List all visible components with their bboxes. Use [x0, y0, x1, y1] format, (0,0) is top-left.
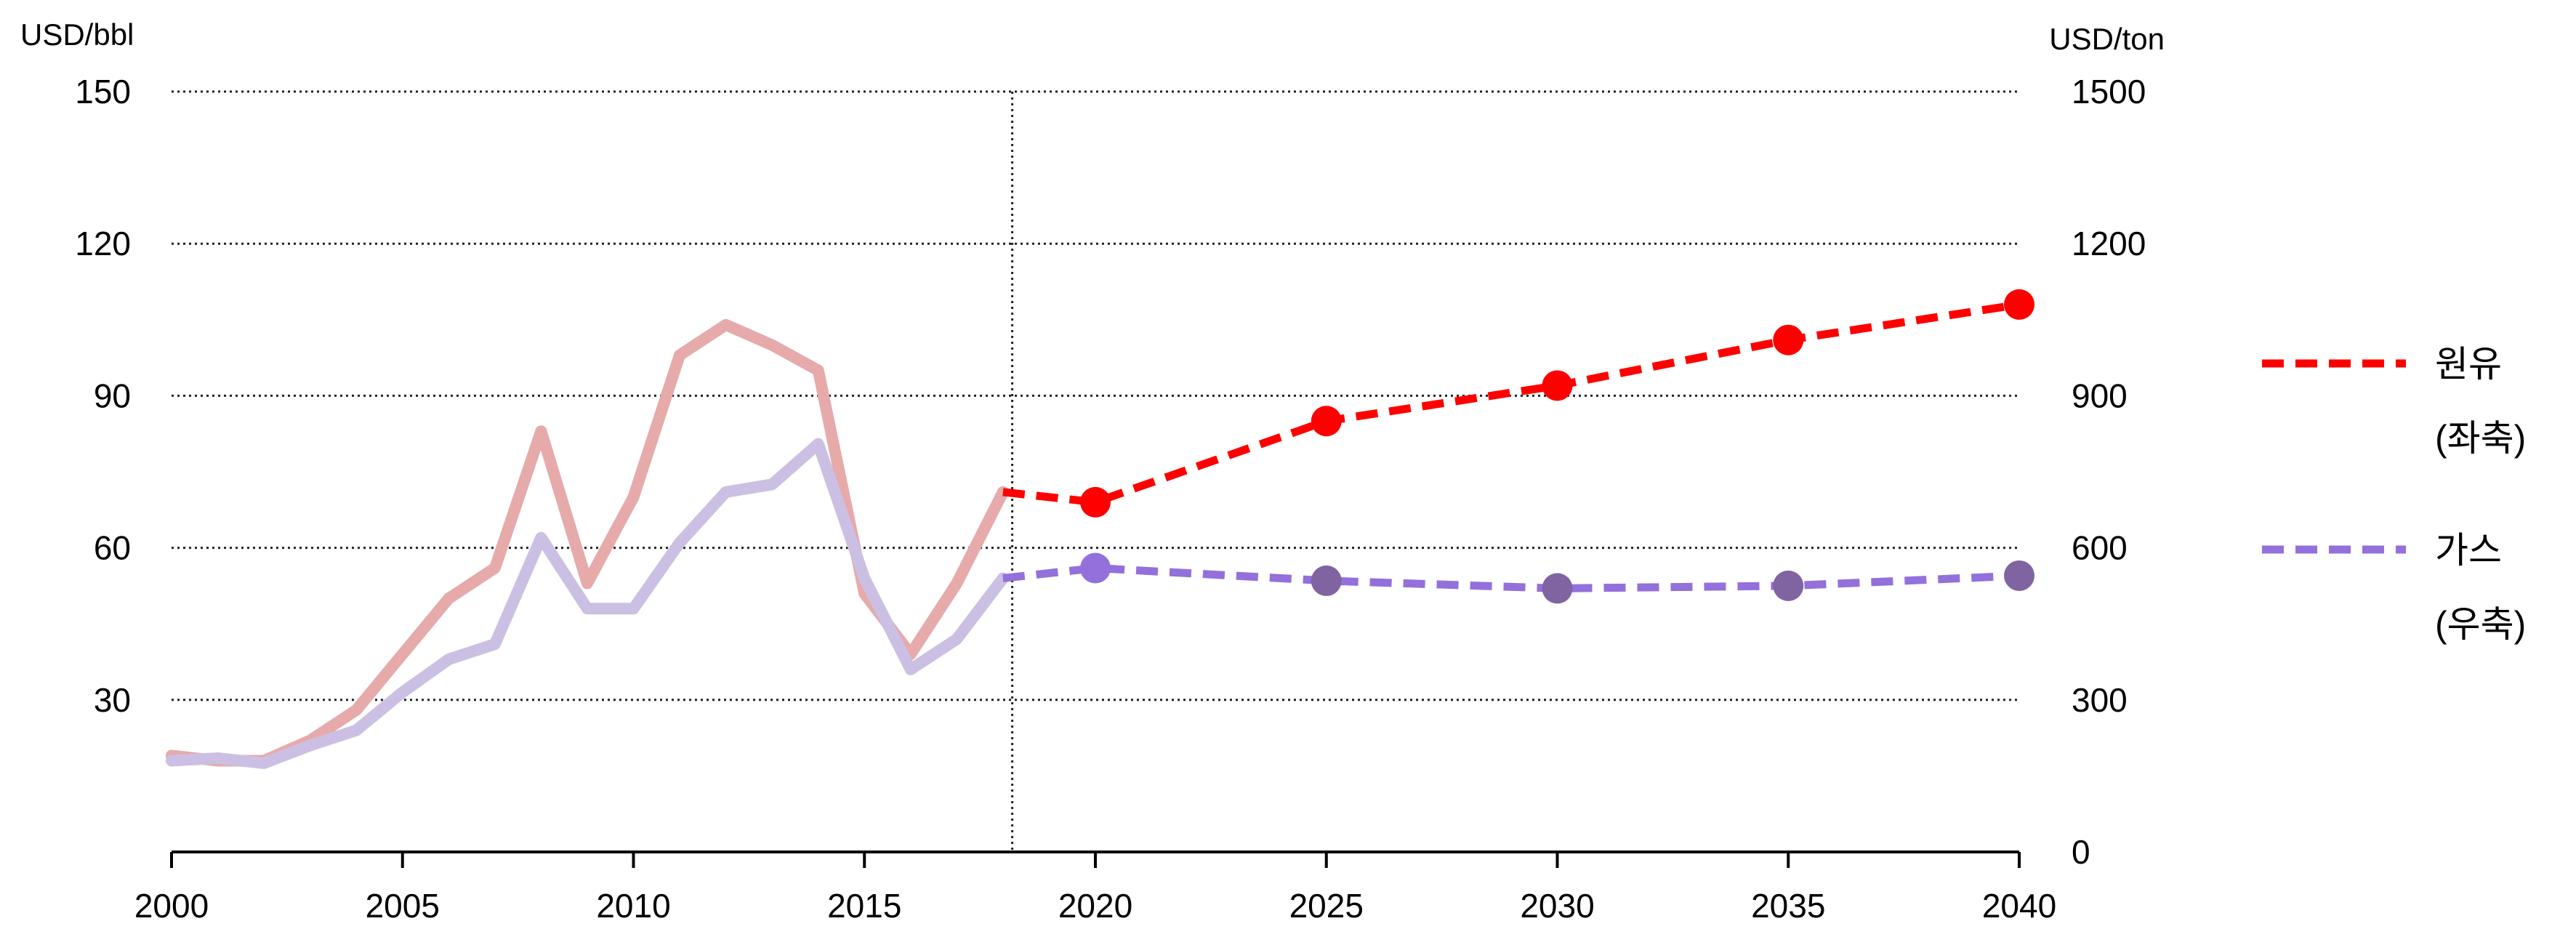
- left-axis-unit: USD/bbl: [20, 17, 134, 52]
- x-tick-label: 2000: [134, 887, 209, 925]
- x-tick-label: 2035: [1751, 887, 1825, 925]
- crude-oil-marker-2025: [1311, 406, 1342, 437]
- right-tick-label: 300: [2072, 681, 2128, 719]
- left-tick-label: 90: [94, 377, 131, 414]
- x-tick-label: 2010: [596, 887, 670, 925]
- series-layer: [166, 300, 2020, 769]
- crude-oil-marker-2030: [1542, 370, 1573, 401]
- right-tick-label: 600: [2072, 529, 2128, 567]
- gas-history-line: [166, 438, 1009, 769]
- crude-oil-history-line: [166, 318, 1009, 767]
- gas-forecast-line: [1002, 563, 2020, 592]
- left-tick-label: 120: [75, 225, 131, 262]
- grid-layer: [172, 90, 2019, 852]
- axis-layer: [170, 850, 2021, 868]
- right-tick-label: 1200: [2072, 225, 2146, 262]
- left-tick-label: 150: [75, 73, 131, 110]
- marker-layer: [1080, 289, 2034, 604]
- legend-layer: 원유 (좌축) 가스 (우축): [2262, 344, 2526, 645]
- crude-oil-forecast-line: [1002, 300, 2020, 507]
- right-tick-label: 0: [2072, 833, 2090, 871]
- right-tick-label: 900: [2072, 377, 2128, 414]
- x-tick-label: 2005: [366, 887, 440, 925]
- gas-marker-2040: [2004, 560, 2034, 591]
- crude-oil-marker-2040: [2004, 289, 2034, 320]
- crude-oil-marker-2035: [1773, 324, 1804, 355]
- gas-marker-2020: [1080, 552, 1111, 584]
- x-tick-label: 2030: [1520, 887, 1594, 925]
- crude-oil-marker-2020: [1080, 486, 1111, 518]
- gas-marker-2030: [1542, 573, 1573, 604]
- right-axis-unit: USD/ton: [2049, 22, 2165, 56]
- right-tick-label: 1500: [2072, 73, 2146, 110]
- x-tick-label: 2040: [1982, 887, 2056, 925]
- left-tick-label: 30: [94, 681, 131, 719]
- x-tick-label: 2025: [1289, 887, 1364, 925]
- gas-legend-name: 가스: [2435, 530, 2502, 571]
- gas-legend-suffix: (우축): [2435, 604, 2526, 645]
- gas-marker-2025: [1311, 565, 1342, 596]
- crude-oil-legend-name: 원유: [2435, 344, 2502, 385]
- crude-oil-legend-suffix: (좌축): [2435, 418, 2526, 459]
- x-tick-label: 2015: [827, 887, 901, 925]
- left-tick-label: 60: [94, 529, 131, 567]
- x-tick-label: 2020: [1058, 887, 1132, 925]
- gas-marker-2035: [1773, 570, 1804, 601]
